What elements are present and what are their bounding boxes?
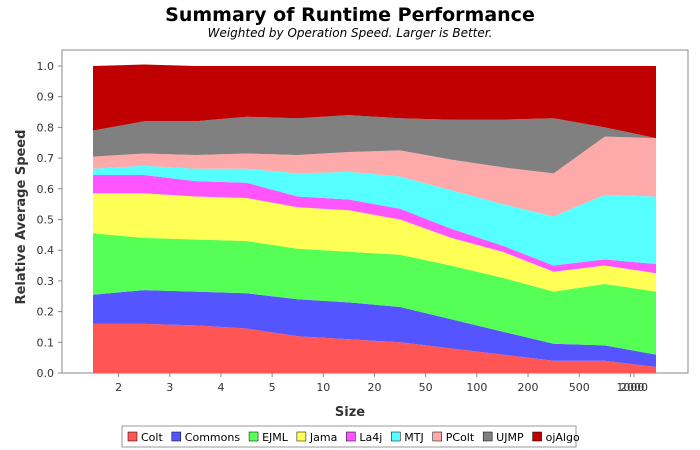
y-axis-ticks: 0.0 0.1 0.2 0.3 0.4 0.5 0.6 0.7 0.8 0.9 1.0 xyxy=(37,60,62,380)
y-tick-label: 0.6 xyxy=(37,183,55,196)
legend: Colt Commons EJML Jama La4j MTJ PColt UJMP ojAlg… xyxy=(127,431,580,444)
area-ejml xyxy=(93,233,656,355)
y-tick-label: 0.7 xyxy=(37,152,55,165)
area-series-group xyxy=(93,64,656,373)
legend-label-la4j: La4j xyxy=(359,431,382,444)
chart-title: Summary of Runtime Performance xyxy=(165,4,535,26)
legend-swatch-colt xyxy=(127,431,138,442)
y-tick-label: 0.1 xyxy=(37,336,55,349)
area-colt xyxy=(93,323,656,373)
x-tick-label: 20 xyxy=(368,381,382,394)
x-tick-label: 3 xyxy=(166,381,173,394)
legend-swatch-jama xyxy=(296,431,307,442)
legend-label-jama: Jama xyxy=(309,431,337,444)
x-tick-label: 1000 xyxy=(616,381,644,394)
area-ojalgo xyxy=(93,64,656,139)
x-tick-label: 2000 xyxy=(620,381,648,394)
legend-label-ejml: EJML xyxy=(262,431,289,444)
x-tick-label: 100 xyxy=(466,381,487,394)
x-tick-label: 4 xyxy=(217,381,224,394)
legend-label-commons: Commons xyxy=(185,431,241,444)
y-tick-label: 0.3 xyxy=(37,275,55,288)
chart-subtitle: Weighted by Operation Speed. Larger is B… xyxy=(208,26,493,40)
y-tick-label: 0.2 xyxy=(37,306,55,319)
legend-label-ujmp: UJMP xyxy=(496,431,524,444)
y-tick-label: 0.5 xyxy=(37,214,55,227)
area-pcolt xyxy=(93,136,656,217)
x-tick-label: 50 xyxy=(419,381,433,394)
area-commons xyxy=(93,290,656,367)
area-ujmp xyxy=(93,115,656,174)
legend-swatch-ojalgo xyxy=(532,431,542,442)
x-tick-label: 500 xyxy=(569,381,590,394)
x-tick-label: 200 xyxy=(518,381,539,394)
y-tick-label: 1.0 xyxy=(37,60,55,73)
legend-swatch-la4j xyxy=(346,431,356,442)
area-jama xyxy=(93,193,656,292)
area-mtj xyxy=(93,165,656,266)
legend-swatch-pcolt xyxy=(432,431,442,442)
legend-label-ojalgo: ojAlgo xyxy=(546,431,580,444)
y-axis-label: Relative Average Speed xyxy=(14,130,29,305)
legend-label-colt: Colt xyxy=(141,431,163,444)
legend-swatch-mtj xyxy=(391,431,401,442)
y-tick-label: 0.9 xyxy=(37,91,55,104)
area-la4j xyxy=(93,175,656,274)
y-tick-label: 0.0 xyxy=(37,367,55,380)
legend-swatch-ujmp xyxy=(482,431,493,442)
legend-label-pcolt: PColt xyxy=(446,431,475,444)
legend-swatch-ejml xyxy=(248,431,259,442)
y-tick-label: 0.8 xyxy=(37,121,55,134)
x-tick-label: 2 xyxy=(115,381,122,394)
x-axis-label: Size xyxy=(335,405,365,420)
x-tick-label: 10 xyxy=(316,381,330,394)
legend-label-mtj: MTJ xyxy=(404,431,423,444)
legend-swatch-commons xyxy=(171,431,182,442)
x-tick-label: 5 xyxy=(269,381,276,394)
y-tick-label: 0.4 xyxy=(37,244,55,257)
